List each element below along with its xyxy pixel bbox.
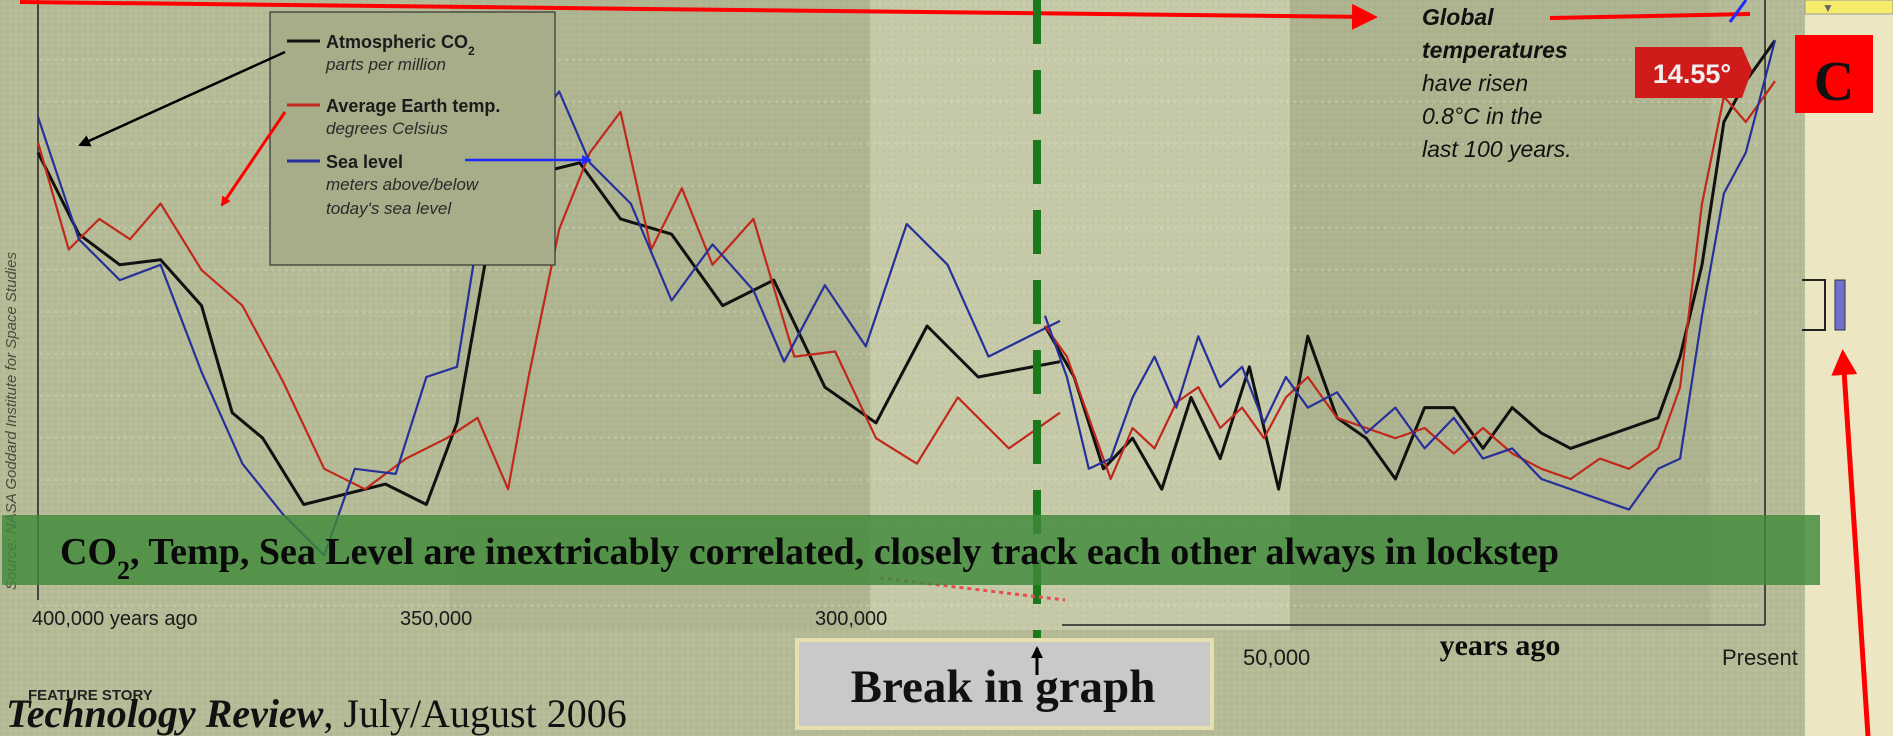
right-panel-atmospheric-co2-line — [1043, 39, 1777, 491]
legend-label: Atmospheric CO2 — [326, 32, 475, 58]
right-panel-series — [1043, 39, 1777, 511]
break-label-box — [795, 638, 1214, 730]
global-note-line: temperatures — [1422, 37, 1568, 63]
top-blue-stroke — [1728, 0, 1748, 23]
global-note-line: have risen — [1422, 70, 1528, 96]
legend-sublabel: today's sea level — [326, 199, 452, 218]
temp-badge-value: 14.55° — [1653, 59, 1731, 89]
x-tick-label: Present — [1722, 645, 1798, 670]
global-note-line: Global — [1422, 4, 1494, 30]
x-tick-label: 400,000 years ago — [32, 608, 198, 630]
co2-pointer-arrow — [78, 50, 286, 147]
legend-box — [269, 11, 556, 266]
top-red-arrow — [19, 0, 1378, 30]
side-red-arrow — [1831, 349, 1871, 736]
correlation-banner-text: CO2, Temp, Sea Level are inextricably co… — [60, 531, 1559, 585]
x-tick-labels: 400,000 years ago 350,000 300,000 50,000 Pre… — [32, 608, 1798, 670]
x-axis-label: years ago — [1440, 629, 1561, 662]
yellow-tab — [1804, 0, 1893, 15]
yellow-tab-arrow: ▼ — [1822, 1, 1834, 15]
global-note-line: 0.8°C in the — [1422, 103, 1542, 129]
top-red-line-right — [1549, 12, 1751, 20]
correlation-banner — [2, 515, 1820, 585]
feature-story-label: FEATURE STORY — [28, 687, 153, 704]
legend-sublabel: meters above/below — [326, 175, 480, 194]
citation: Technology Review, July/August 2006 — [6, 691, 627, 736]
box-c — [1795, 35, 1873, 113]
left-panel-average-earth-temp-line — [36, 110, 1061, 491]
temp-badge — [1635, 47, 1752, 98]
x-tick-label: 50,000 — [1243, 645, 1310, 670]
blue-scale-bar — [1834, 279, 1846, 331]
bracket-marker — [1802, 279, 1826, 331]
right-panel-sea-level-line — [1043, 40, 1777, 511]
legend-sublabel: parts per million — [325, 55, 446, 74]
left-panel-atmospheric-co2-line — [36, 130, 1061, 506]
temp-pointer-arrow — [220, 111, 287, 207]
legend-label: Sea level — [326, 152, 403, 172]
legend-sublabel: degrees Celsius — [326, 119, 448, 138]
right-panel-average-earth-temp-line — [1044, 80, 1776, 481]
break-dotted-connector — [879, 576, 1066, 602]
box-c-label: C — [1814, 51, 1854, 113]
x-tick-label: 350,000 — [400, 608, 472, 630]
legend-label: Average Earth temp. — [326, 96, 500, 116]
source-label: Source: NASA Goddard Institute for Space… — [3, 252, 20, 590]
break-label: Break in graph — [851, 661, 1156, 713]
x-tick-label: 300,000 — [815, 608, 887, 630]
global-temperatures-note: Global temperatures have risen 0.8°C in the… — [1422, 4, 1572, 162]
global-note-line: last 100 years. — [1422, 136, 1572, 162]
